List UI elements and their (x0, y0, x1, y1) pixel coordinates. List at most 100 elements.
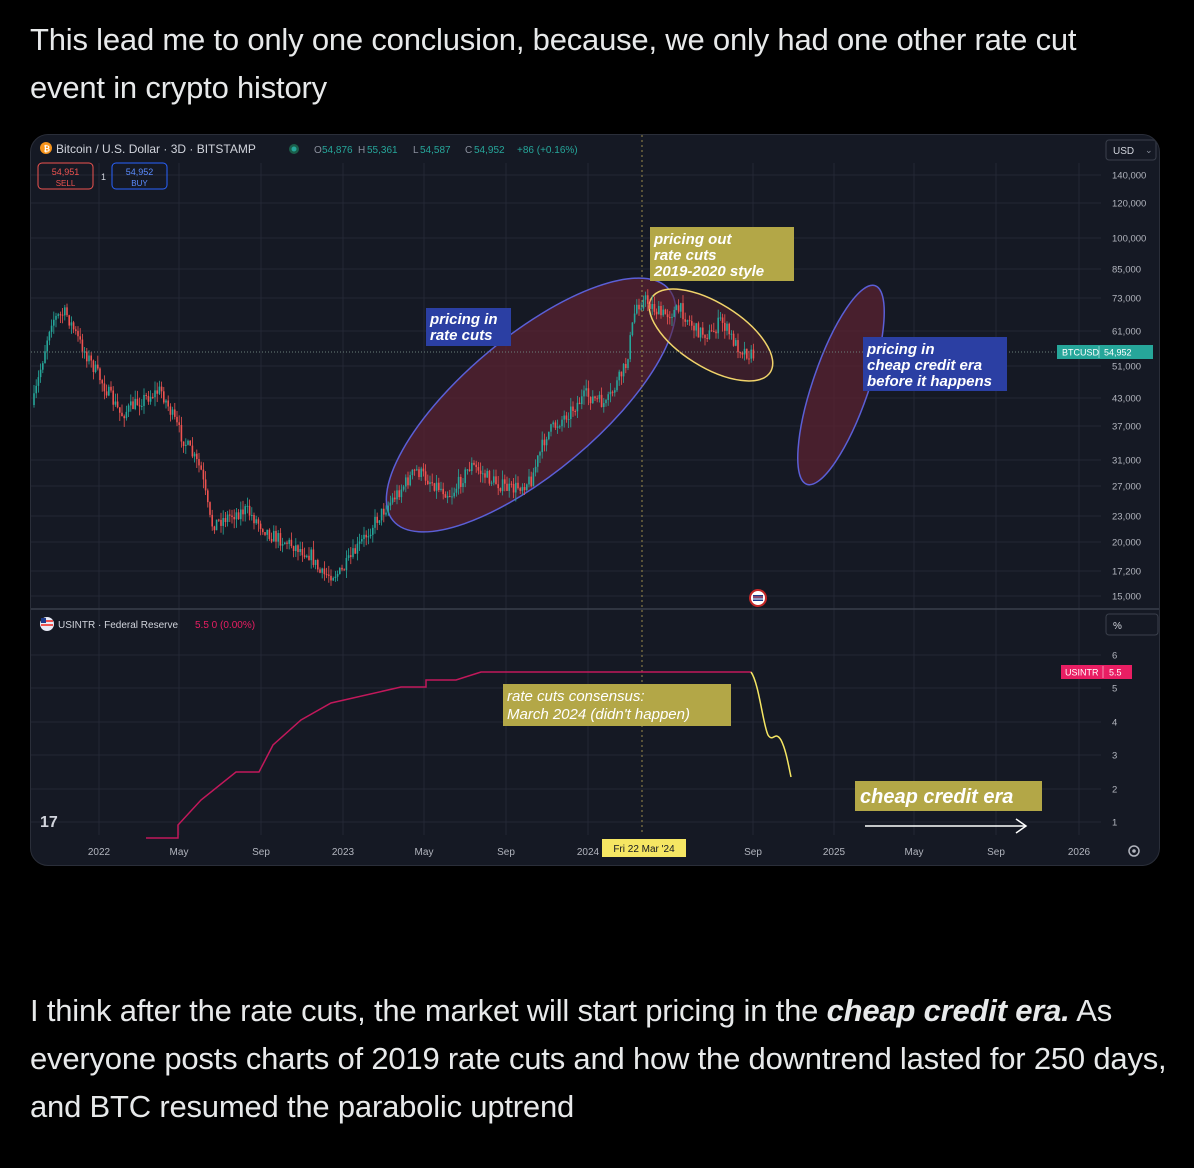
candle-body (308, 555, 310, 561)
price-axis-label: 73,000 (1112, 294, 1141, 305)
candle-body (732, 333, 735, 346)
candle-body (279, 533, 282, 546)
time-axis[interactable]: 2022 May Sep 2023 May Sep 2024 Sep 2025 May Sep 202… (88, 847, 1091, 858)
candle-body (286, 542, 288, 544)
buy-button[interactable]: 54,952 BUY (111, 162, 168, 190)
candle-body (583, 390, 585, 397)
candle-body (717, 317, 719, 334)
candle-body (299, 549, 301, 553)
candle-body (739, 352, 741, 354)
candle-body (66, 307, 68, 316)
candle-body (442, 488, 444, 495)
candle-body (389, 502, 392, 506)
candle-body (396, 490, 398, 500)
candle-body (501, 479, 504, 492)
currency-selector[interactable]: USD ⌄ (1105, 139, 1157, 161)
svg-text:cheap credit era: cheap credit era (867, 357, 982, 374)
candle-body (277, 533, 279, 542)
candle-body (400, 489, 403, 498)
candle-body (343, 569, 345, 571)
price-axis[interactable]: 140,000 120,000 100,000 85,000 73,000 61,000 5… (1112, 171, 1146, 603)
rate-axis-label: 4 (1112, 718, 1117, 729)
candle-body (565, 415, 568, 420)
candle-body (213, 526, 216, 531)
candle-body (605, 399, 607, 404)
candle-body (101, 380, 103, 384)
candle-body (440, 488, 442, 490)
note-cheap-credit-era: cheap credit era (855, 781, 1042, 811)
candle-body (521, 487, 524, 491)
candle-body (288, 539, 290, 544)
candle-body (363, 534, 365, 540)
price-axis-label: 17,200 (1112, 567, 1141, 578)
tradingview-chart: ₿ Bitcoin / U.S. Dollar · 3D · BITSTAMP … (31, 135, 1159, 858)
settings-gear-icon[interactable] (1128, 845, 1140, 857)
candle-body (710, 330, 713, 332)
candle-body (473, 462, 475, 465)
tradingview-logo[interactable]: 17 (40, 814, 58, 831)
candle-body (323, 568, 326, 575)
candle-body (352, 548, 354, 557)
candle-body (570, 406, 572, 420)
candle-body (325, 574, 328, 576)
candle-body (490, 482, 493, 484)
svg-text:BTCUSD: BTCUSD (1062, 348, 1100, 358)
candle-body (119, 407, 121, 413)
candle-body (519, 488, 521, 491)
candle-body (614, 390, 616, 393)
candle-body (251, 515, 253, 517)
pricing-in-ellipse (385, 277, 677, 533)
candle-body (532, 472, 535, 487)
candle-body (171, 409, 174, 415)
svg-text:before it happens: before it happens (867, 373, 992, 390)
indicator-header[interactable]: USINTR · Federal Reserve 5.5 0 (0.00%) (40, 617, 255, 631)
sell-button[interactable]: 54,951 SELL (37, 162, 94, 190)
candle-body (706, 337, 708, 339)
candle-body (534, 466, 537, 473)
outro-emphasis: cheap credit era. (826, 993, 1070, 1028)
candle-body (682, 303, 684, 320)
candle-body (378, 520, 381, 523)
candle-body (169, 406, 172, 415)
candle-body (493, 476, 495, 483)
rate-axis-label: 1 (1112, 818, 1117, 829)
chart-image[interactable]: ₿ Bitcoin / U.S. Dollar · 3D · BITSTAMP … (30, 134, 1160, 866)
candle-body (541, 439, 543, 453)
candle-body (592, 396, 594, 404)
annotation-ellipses (385, 277, 885, 533)
candle-body (741, 352, 744, 355)
candle-body (204, 479, 207, 491)
candle-body (497, 484, 499, 489)
candle-body (103, 383, 106, 392)
percent-unit[interactable]: % (1105, 613, 1159, 636)
candle-body (418, 469, 420, 478)
candle-body (578, 402, 581, 405)
symbol-title[interactable]: Bitcoin / U.S. Dollar · 3D · BITSTAMP (56, 142, 256, 156)
candle-body (301, 549, 304, 556)
candle-body (237, 512, 240, 520)
candle-body (33, 393, 35, 405)
candle-body (506, 483, 508, 491)
candle-body (695, 323, 697, 331)
candle-body (559, 426, 561, 428)
candle-body (233, 516, 235, 520)
us-flag-event-icon[interactable] (749, 589, 767, 607)
candle-body (156, 390, 158, 394)
candle-body (99, 368, 101, 381)
candle-body (53, 319, 55, 326)
candle-body (589, 396, 592, 404)
svg-text:+86 (+0.16%): +86 (+0.16%) (517, 145, 578, 156)
candle-body (242, 509, 244, 515)
candle-body (48, 331, 51, 341)
candle-body (259, 523, 262, 530)
candle-body (253, 515, 255, 524)
candle-body (97, 364, 99, 369)
candle-body (46, 340, 48, 352)
price-axis-label: 100,000 (1112, 234, 1146, 245)
svg-text:pricing in: pricing in (429, 311, 498, 328)
candle-body (499, 488, 502, 492)
candle-body (176, 416, 178, 423)
rate-axis[interactable]: 6 5 4 3 2 1 (1112, 651, 1117, 829)
candle-body (270, 538, 273, 542)
candle-body (273, 530, 275, 542)
